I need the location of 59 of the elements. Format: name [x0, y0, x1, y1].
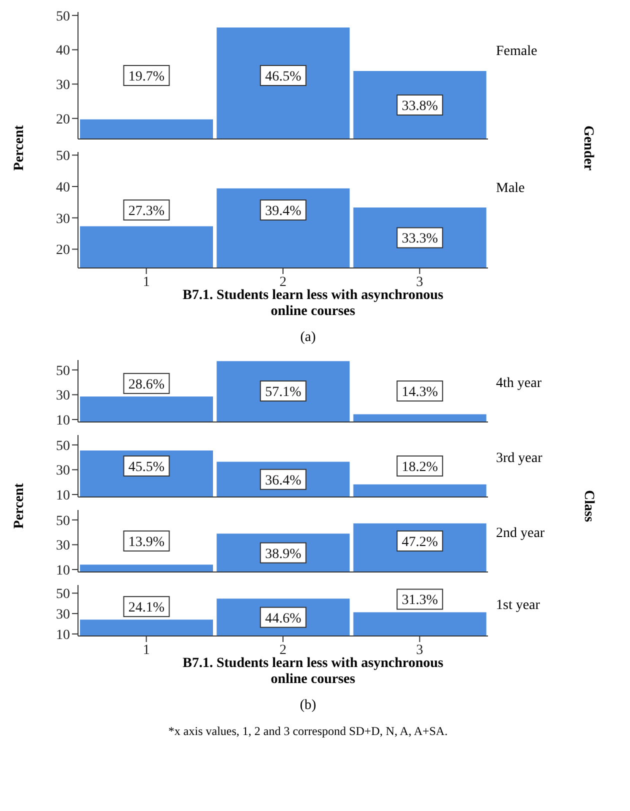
y-axis-title: Percent [12, 483, 28, 529]
data-label: 45.5% [128, 460, 165, 475]
x-tick-label: 2 [280, 274, 286, 290]
y-tick-label: 50 [56, 514, 70, 529]
data-label: 33.8% [402, 99, 438, 114]
data-label: 28.6% [128, 377, 165, 392]
x-tick-label: 1 [142, 274, 150, 290]
y-tick-label: 40 [56, 180, 70, 196]
text: Male [496, 181, 525, 197]
data-label: 19.7% [128, 70, 165, 84]
x-axis-title: B7.1. Students learn less with asynchronous online courses [182, 656, 444, 688]
data-label: 18.2% [402, 460, 438, 475]
x-axis-title: B7.1. Students learn less with asynchronous online courses [182, 288, 444, 320]
y2-axis-title: Gender [580, 125, 596, 171]
y-tick-label: 30 [56, 538, 70, 554]
text: (b) [298, 698, 318, 714]
data-label: 14.3% [402, 385, 438, 400]
text: 3rd year [496, 450, 542, 466]
y-axis-title: Percent [12, 125, 28, 171]
y-tick-label: 10 [56, 488, 70, 504]
data-label: 27.3% [128, 204, 165, 219]
x-tick-label: 3 [416, 274, 424, 290]
data-label: 39.4% [265, 204, 302, 219]
y-tick-label: 50 [56, 149, 70, 164]
text: Female [496, 44, 538, 60]
y-tick-label: 10 [56, 628, 70, 643]
data-label: 33.3% [402, 232, 438, 247]
data-label: 24.1% [128, 600, 165, 616]
x-tick-label: 1 [142, 642, 150, 658]
data-label: 13.9% [128, 535, 165, 550]
y-tick-label: 20 [56, 112, 70, 128]
text: 2nd year [496, 526, 545, 542]
text: *x axis values, 1, 2 and 3 correspond SD+D, N, A, A+SA. [167, 724, 449, 739]
data-label: 47.2% [402, 535, 438, 550]
y-tick-label: 50 [56, 587, 70, 602]
y-tick-label: 50 [56, 9, 70, 24]
data-label: 57.1% [265, 385, 302, 400]
text: (a) [299, 330, 317, 346]
y-tick-label: 30 [56, 388, 70, 404]
x-tick-label: 3 [416, 642, 424, 658]
y-tick-label: 20 [56, 243, 70, 258]
y2-axis-title: Class [580, 490, 596, 522]
y-tick-label: 10 [56, 413, 70, 428]
y-tick-label: 30 [56, 464, 70, 479]
y-tick-label: 30 [56, 78, 70, 94]
x-tick-label: 2 [280, 642, 286, 658]
data-label: 31.3% [402, 593, 438, 608]
data-label: 46.5% [265, 70, 302, 84]
y-tick-label: 30 [56, 608, 70, 623]
y-tick-label: 50 [56, 438, 70, 454]
text: 4th year [496, 376, 542, 392]
data-label: 36.4% [265, 473, 302, 488]
data-label: 38.9% [265, 546, 302, 562]
y-tick-label: 50 [56, 364, 70, 379]
text: 1st year [496, 598, 540, 614]
y-tick-label: 30 [56, 212, 70, 227]
y-tick-label: 10 [56, 563, 70, 578]
y-tick-label: 40 [56, 44, 70, 59]
data-label: 44.6% [265, 611, 302, 626]
